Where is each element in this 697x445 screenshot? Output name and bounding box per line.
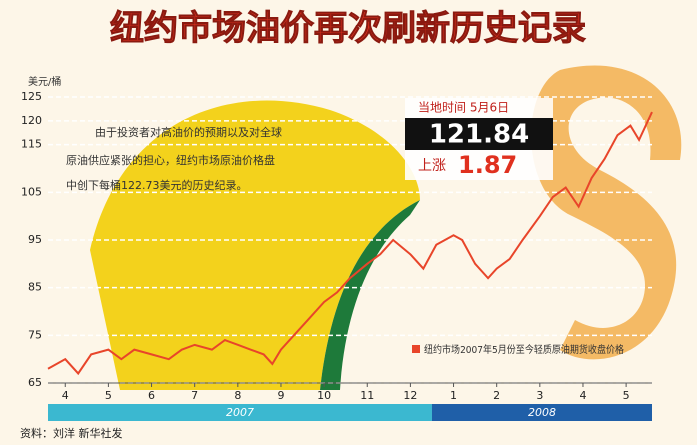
annotation-line: 由于投资者对高油价的预期以及对全球: [95, 125, 282, 139]
annotation-line: 原油供应紧张的担心，纽约市场原油价格盘: [66, 153, 275, 167]
x-tick-label: 9: [277, 389, 284, 402]
year-bar: [48, 404, 432, 421]
x-tick-label: 11: [360, 389, 374, 402]
y-tick-label: 115: [21, 138, 42, 151]
x-tick-label: 5: [623, 389, 630, 402]
x-tick-label: 3: [536, 389, 543, 402]
decoration: [531, 65, 682, 360]
legend-label: 纽约市场2007年5月份至今轻质原油期货收盘价格: [424, 343, 624, 356]
y-tick-label: 95: [28, 233, 42, 246]
x-tick-label: 4: [579, 389, 586, 402]
x-tick-label: 5: [105, 389, 112, 402]
legend-swatch: [412, 345, 420, 353]
year-label: 2008: [528, 406, 556, 419]
box-price-bg: [405, 118, 553, 150]
x-tick-label: 1: [450, 389, 457, 402]
box-header: [405, 98, 553, 118]
y-tick-label: 85: [28, 281, 42, 294]
chart-title: 纽约市场油价再次刷新历史记录: [110, 9, 586, 49]
x-tick-label: 8: [234, 389, 241, 402]
annotation-line: 中创下每桶122.73美元的历史纪录。: [66, 178, 248, 192]
box-change-label: 上涨: [418, 158, 446, 174]
decoration: [320, 200, 420, 390]
x-tick-label: 4: [62, 389, 69, 402]
year-label: 2007: [226, 406, 254, 419]
y-axis-label: 美元/桶: [28, 75, 61, 88]
box-change-bg: [405, 150, 553, 180]
y-tick-label: 125: [21, 90, 42, 103]
box-price: 121.84: [429, 120, 529, 150]
y-tick-label: 120: [21, 114, 42, 127]
x-tick-label: 10: [317, 389, 331, 402]
x-tick-label: 12: [403, 389, 417, 402]
box-date: 当地时间 5月6日: [418, 101, 509, 115]
x-tick-label: 2: [493, 389, 500, 402]
x-tick-label: 7: [191, 389, 198, 402]
y-tick-label: 105: [21, 185, 42, 198]
annotation: 由于投资者对高油价的预期以及对全球 原油供应紧张的担心，纽约市场原油价格盘 中创…: [66, 125, 282, 192]
x-tick-label: 6: [148, 389, 155, 402]
decoration: [90, 100, 420, 391]
box-change: 1.87: [458, 151, 517, 179]
price-line: [47, 111, 653, 376]
y-tick-label: 65: [28, 376, 42, 389]
year-bar: [431, 404, 652, 421]
y-tick-label: 75: [28, 328, 42, 341]
source: 资料：刘洋 新华社发: [20, 426, 123, 440]
